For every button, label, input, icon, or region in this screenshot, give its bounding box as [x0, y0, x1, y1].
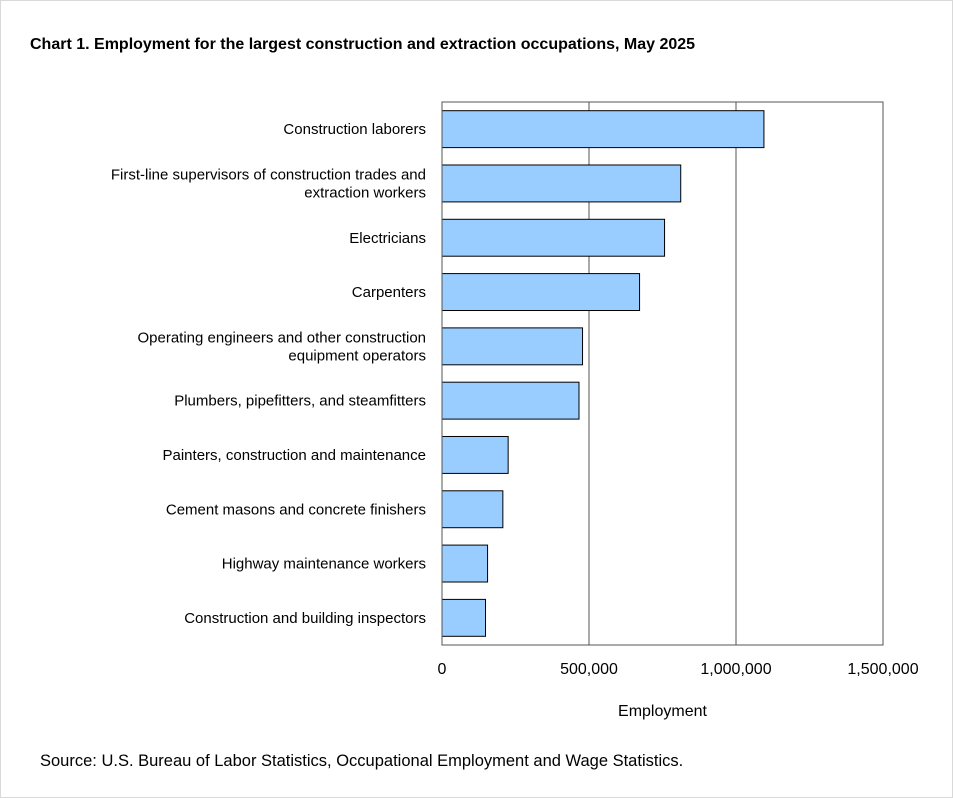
x-tick-label: 0: [438, 661, 447, 678]
x-tick-label: 1,000,000: [700, 661, 771, 678]
bar: [441, 598, 487, 637]
category-label: Construction and building inspectors: [184, 610, 426, 627]
category-label: Painters, construction and maintenance: [163, 447, 427, 464]
category-label: Electricians: [349, 230, 426, 247]
x-tick-label: 500,000: [560, 661, 618, 678]
source-note: Source: U.S. Bureau of Labor Statistics,…: [40, 752, 684, 770]
category-label: Operating engineers and other constructi…: [137, 329, 426, 364]
chart-title: Chart 1. Employment for the largest cons…: [30, 36, 696, 53]
category-label: Highway maintenance workers: [222, 556, 426, 573]
category-label: Carpenters: [352, 284, 426, 301]
bar: [441, 544, 489, 583]
bar: [441, 110, 765, 149]
bar: [441, 435, 509, 474]
bar: [441, 381, 580, 420]
bar: [441, 490, 504, 529]
x-tick-labels: 0 500,000 1,000,000 1,500,000: [438, 661, 919, 678]
category-label: Construction laborers: [283, 121, 426, 138]
bar-chart: Construction laborers First-line supervis…: [111, 101, 919, 720]
bar: [441, 218, 666, 257]
category-labels: Construction laborers First-line supervis…: [111, 121, 426, 627]
x-axis-title: Employment: [618, 703, 707, 720]
bar: [441, 327, 584, 366]
x-tick-label: 1,500,000: [847, 661, 918, 678]
category-label: Plumbers, pipefitters, and steamfitters: [174, 393, 426, 410]
bars: [441, 110, 765, 637]
category-label: First-line supervisors of construction t…: [111, 166, 426, 201]
category-label: Cement masons and concrete finishers: [166, 501, 426, 518]
bar: [441, 273, 641, 312]
bar: [441, 164, 682, 203]
plot-area-border: [441, 101, 884, 646]
